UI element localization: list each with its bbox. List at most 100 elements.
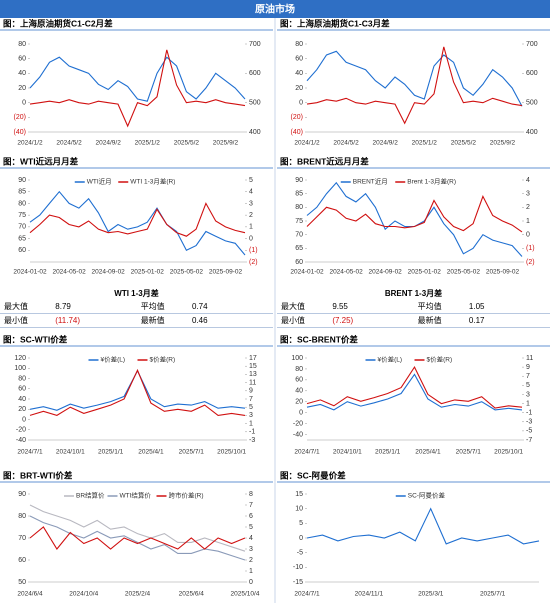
y2-tick-label: 9 bbox=[249, 388, 253, 395]
stat-value: 8.79 bbox=[55, 302, 71, 311]
x-tick-label: 2025/2/4 bbox=[125, 591, 151, 598]
y2-tick-label: 4 bbox=[249, 535, 253, 542]
y-tick-label: 20 bbox=[18, 85, 26, 92]
chart-title: 图：BRENT近远月月差 bbox=[280, 156, 369, 166]
x-tick-label: 2025/4/1 bbox=[415, 449, 441, 456]
y2-tick-label: 400 bbox=[249, 129, 261, 136]
x-tick-label: 2025/4/1 bbox=[138, 449, 164, 456]
x-tick-label: 2025-05-02 bbox=[170, 269, 204, 276]
x-tick-label: 2025/1/2 bbox=[412, 140, 438, 147]
x-tick-label: 2024-05-02 bbox=[52, 269, 86, 276]
y2-tick-label: 13 bbox=[249, 371, 257, 378]
stats-title: WTI 1-3月差 bbox=[114, 289, 159, 298]
y2-tick-label: 17 bbox=[249, 355, 257, 362]
chart-title: 图：上海原油期货C1-C2月差 bbox=[3, 18, 113, 28]
y-tick-label: (20) bbox=[14, 114, 26, 121]
x-tick-label: 2025/9/2 bbox=[213, 140, 239, 147]
series-line bbox=[29, 49, 246, 128]
legend-label: ¥价差(L) bbox=[378, 355, 403, 364]
y-tick-label: 60 bbox=[295, 377, 303, 384]
y2-tick-label: 3 bbox=[526, 191, 530, 198]
x-tick-label: 2025/7/1 bbox=[179, 449, 205, 456]
y-tick-label: 85 bbox=[295, 191, 303, 198]
chart-title: 图：BRT-WTI价差 bbox=[3, 470, 73, 480]
series-line bbox=[29, 504, 246, 552]
x-tick-label: 2025-01-02 bbox=[408, 269, 442, 276]
y-tick-label: 0 bbox=[299, 100, 303, 107]
y2-tick-label: 6 bbox=[249, 513, 253, 520]
y-tick-label: 80 bbox=[18, 41, 26, 48]
series-line bbox=[306, 507, 540, 545]
y2-tick-label: 2 bbox=[249, 557, 253, 564]
stats-table: WTI 1-3月差 最大值 8.79 平均值 0.74 最小值 (11.74) 最新值 0.46 bbox=[0, 286, 273, 328]
legend-label: WTI 1-3月差(R) bbox=[130, 177, 175, 186]
series-line bbox=[29, 526, 246, 550]
x-tick-label: 2024-01-02 bbox=[290, 269, 324, 276]
y-tick-label: 80 bbox=[295, 41, 303, 48]
y-tick-label: 80 bbox=[295, 366, 303, 373]
stat-value: 9.55 bbox=[332, 302, 348, 311]
y2-tick-label: (2) bbox=[526, 259, 535, 266]
chart-title: 图：WTI近远月月差 bbox=[3, 156, 79, 166]
y2-tick-label: 1 bbox=[249, 420, 253, 427]
legend-label: $价差(R) bbox=[150, 355, 176, 364]
y-tick-label: 75 bbox=[18, 212, 26, 219]
stats-title: BRENT 1-3月差 bbox=[384, 289, 443, 298]
legend-label: ¥价差(L) bbox=[101, 355, 126, 364]
series-line bbox=[306, 195, 523, 233]
stats-row: 最大值 9.55 平均值 1.05 bbox=[277, 300, 550, 314]
y-tick-label: 60 bbox=[295, 259, 303, 266]
legend-label: Brent 1-3月差(R) bbox=[407, 177, 456, 186]
stat-label: 最新值 bbox=[140, 316, 165, 325]
stat-value: 0.46 bbox=[191, 316, 208, 325]
y2-tick-label: 1 bbox=[249, 568, 253, 575]
x-tick-label: 2025/7/1 bbox=[456, 449, 482, 456]
y2-tick-label: 2 bbox=[526, 204, 530, 211]
y-tick-label: 0 bbox=[299, 535, 303, 542]
y-tick-label: 65 bbox=[295, 245, 303, 252]
y-tick-label: 40 bbox=[18, 396, 26, 403]
y-tick-label: 0 bbox=[22, 100, 26, 107]
y-tick-label: 40 bbox=[18, 70, 26, 77]
y-tick-label: 5 bbox=[299, 520, 303, 527]
y2-tick-label: 4 bbox=[249, 189, 253, 196]
legend-label: $价差(R) bbox=[427, 355, 453, 364]
y2-tick-label: 3 bbox=[249, 200, 253, 207]
y2-tick-label: 5 bbox=[249, 524, 253, 531]
chart-title: 图：上海原油期货C1-C3月差 bbox=[280, 18, 390, 28]
y2-tick-label: -3 bbox=[249, 437, 255, 444]
y-tick-label: -5 bbox=[297, 550, 303, 557]
legend-label: BRENT近月 bbox=[353, 177, 388, 186]
y-tick-label: 0 bbox=[22, 416, 26, 423]
x-tick-label: 2025/10/1 bbox=[494, 449, 523, 456]
x-tick-label: 2024/7/1 bbox=[294, 591, 320, 598]
y2-tick-label: 7 bbox=[249, 502, 253, 509]
stat-value: (11.74) bbox=[55, 316, 81, 325]
x-tick-label: 2025/7/1 bbox=[480, 591, 506, 598]
x-tick-label: 2024-01-02 bbox=[13, 269, 47, 276]
stats-row: 最大值 8.79 平均值 0.74 bbox=[0, 300, 273, 314]
y2-tick-label: 600 bbox=[526, 70, 538, 77]
y-tick-label: 85 bbox=[18, 189, 26, 196]
x-tick-label: 2024/10/1 bbox=[56, 449, 85, 456]
y-tick-label: 15 bbox=[295, 491, 303, 498]
y2-tick-label: -1 bbox=[249, 429, 255, 436]
series-line bbox=[29, 368, 246, 416]
stat-label: 最新值 bbox=[417, 316, 442, 325]
y2-tick-label: 500 bbox=[526, 100, 538, 107]
y-tick-label: 60 bbox=[295, 56, 303, 63]
legend-label: BR结算价 bbox=[76, 491, 105, 500]
y2-tick-label: 7 bbox=[526, 373, 530, 380]
y2-tick-label: 5 bbox=[526, 382, 530, 389]
y2-tick-label: 11 bbox=[526, 355, 533, 362]
x-tick-label: 2024-09-02 bbox=[92, 269, 126, 276]
series-line bbox=[306, 181, 523, 257]
y2-tick-label: 4 bbox=[526, 177, 530, 184]
series-line bbox=[29, 515, 246, 561]
y2-tick-label: (1) bbox=[526, 245, 535, 252]
y2-tick-label: 11 bbox=[249, 379, 256, 386]
x-tick-label: 2025-05-02 bbox=[447, 269, 481, 276]
y2-tick-label: 600 bbox=[249, 70, 261, 77]
x-tick-label: 2024/5/2 bbox=[333, 140, 359, 147]
